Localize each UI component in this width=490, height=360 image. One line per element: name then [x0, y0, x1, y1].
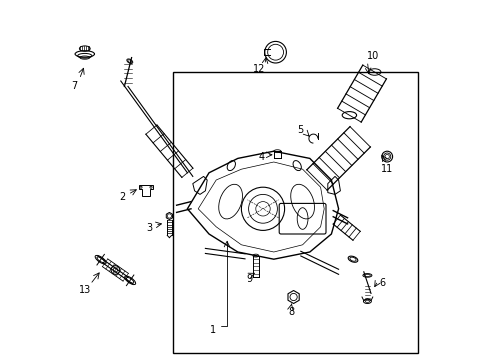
Bar — [173, 72, 418, 353]
Text: 5: 5 — [297, 125, 304, 135]
Text: 11: 11 — [381, 164, 393, 174]
Text: 3: 3 — [147, 222, 153, 233]
Text: 4: 4 — [258, 152, 264, 162]
Text: 7: 7 — [71, 81, 77, 91]
Text: 1: 1 — [210, 325, 217, 336]
Text: 12: 12 — [252, 64, 265, 74]
Text: 8: 8 — [288, 307, 294, 317]
Text: 9: 9 — [246, 274, 252, 284]
Text: 10: 10 — [367, 51, 379, 61]
Text: 2: 2 — [120, 192, 126, 202]
Text: 6: 6 — [379, 278, 386, 288]
Text: 13: 13 — [79, 285, 91, 295]
